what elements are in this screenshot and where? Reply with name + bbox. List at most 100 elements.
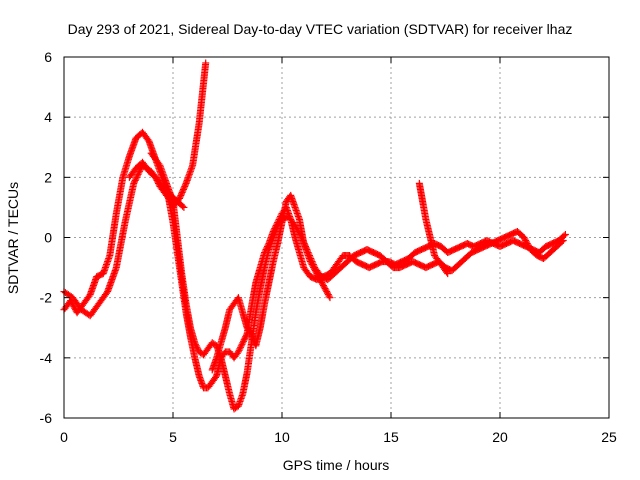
- data-point-track-e: [313, 270, 321, 278]
- data-point-track-c: [558, 238, 566, 246]
- data-point-track-a: [144, 136, 152, 144]
- data-point-track-c: [522, 238, 530, 246]
- data-point-track-a: [181, 181, 189, 189]
- x-tick-label: 20: [492, 429, 508, 445]
- data-point-track-e: [323, 288, 331, 296]
- y-tick-label: 6: [44, 49, 52, 65]
- data-point-track-e: [317, 277, 325, 285]
- data-point-track-c: [521, 235, 529, 243]
- data-point-track-b: [236, 345, 244, 353]
- data-point-track-a: [179, 185, 187, 193]
- data-point-track-b: [212, 373, 220, 381]
- data-point-track-b: [238, 340, 246, 348]
- data-point-track-c: [524, 241, 532, 249]
- data-point-track-b: [235, 346, 243, 354]
- data-point-track-e: [316, 276, 324, 284]
- data-point-track-e: [312, 268, 320, 276]
- data-point-track-c: [192, 342, 200, 350]
- data-point-track-e: [321, 285, 329, 293]
- data-point-track-c: [559, 237, 567, 245]
- data-point-track-e: [318, 279, 326, 287]
- y-tick-label: -2: [40, 290, 53, 306]
- data-point-track-c: [522, 237, 530, 245]
- data-point-track-e: [310, 264, 318, 272]
- data-point-track-e: [315, 274, 323, 282]
- y-tick-label: 0: [44, 230, 52, 246]
- data-point-track-a: [178, 188, 186, 196]
- data-point-track-d: [135, 169, 143, 177]
- axis-ticks: 0 5 10 15 20 25 -6 -4 -2 0 2 4 6: [40, 49, 617, 445]
- data-point-track-b: [240, 336, 248, 344]
- data-point-track-b: [237, 342, 245, 350]
- data-point-track-e: [246, 328, 254, 336]
- data-point-track-e: [322, 286, 330, 294]
- data-point-track-c: [192, 340, 200, 348]
- data-point-track-c: [191, 339, 199, 347]
- data-point-track-b: [242, 333, 250, 341]
- data-point-track-e: [320, 283, 328, 291]
- data-point-track-f: [443, 268, 451, 276]
- data-point-track-d: [130, 178, 138, 186]
- data-point-track-e: [326, 294, 334, 302]
- x-tick-label: 0: [60, 429, 68, 445]
- data-point-track-d: [103, 289, 111, 297]
- data-point-track-b: [237, 343, 245, 351]
- data-point-track-d: [133, 173, 141, 181]
- data-point-track-a: [202, 59, 210, 67]
- data-point-track-a: [85, 292, 93, 300]
- data-point-track-d: [134, 170, 142, 178]
- y-tick-label: -6: [40, 410, 53, 426]
- data-point-track-a: [177, 191, 185, 199]
- data-point-track-b: [561, 230, 569, 238]
- data-point-track-e: [309, 262, 317, 270]
- data-point-track-a: [178, 190, 186, 198]
- data-point-track-e: [324, 289, 332, 297]
- x-tick-label: 5: [169, 429, 177, 445]
- data-point-track-f: [444, 270, 452, 278]
- data-point-track-b: [239, 337, 247, 345]
- data-point-track-b: [234, 348, 242, 356]
- data-point-track-e: [319, 282, 327, 290]
- data-point-track-b: [560, 232, 568, 240]
- data-point-track-d: [133, 172, 141, 180]
- y-tick-label: 4: [44, 109, 52, 125]
- data-point-track-e: [315, 273, 323, 281]
- data-point-track-e: [306, 258, 314, 266]
- data-point-track-b: [239, 339, 247, 347]
- data-point-track-b: [241, 334, 249, 342]
- data-point-track-e: [324, 291, 332, 299]
- x-tick-label: 25: [601, 429, 617, 445]
- data-point-track-c: [523, 240, 531, 248]
- data-point-track-e: [314, 271, 322, 279]
- data-point-track-c: [194, 345, 202, 353]
- data-point-track-e: [325, 292, 333, 300]
- data-point-track-e: [307, 259, 315, 267]
- data-point-track-a: [176, 193, 184, 201]
- data-point-track-d: [131, 176, 139, 184]
- data-point-track-c: [193, 343, 201, 351]
- data-points: [60, 59, 569, 413]
- data-point-track-d: [179, 202, 187, 210]
- data-point-track-e: [310, 265, 318, 273]
- data-point-track-d: [130, 179, 138, 187]
- y-tick-label: -4: [40, 350, 53, 366]
- data-point-track-e: [311, 267, 319, 275]
- chart-title: Day 293 of 2021, Sidereal Day-to-day VTE…: [68, 21, 573, 37]
- data-point-track-c: [520, 234, 528, 241]
- data-point-track-d: [180, 203, 188, 211]
- data-point-track-d: [136, 167, 144, 175]
- x-tick-label: 15: [383, 429, 399, 445]
- data-point-track-e: [308, 261, 316, 269]
- y-axis-title: SDTVAR / TECUs: [5, 182, 21, 294]
- y-tick-label: 2: [44, 169, 52, 185]
- data-point-track-d: [132, 175, 140, 183]
- x-tick-label: 10: [274, 429, 290, 445]
- data-point-track-a: [180, 184, 188, 192]
- x-axis-title: GPS time / hours: [283, 457, 390, 473]
- data-point-track-e: [319, 280, 327, 288]
- data-point-track-a: [181, 182, 189, 190]
- data-point-track-d: [136, 166, 144, 174]
- data-point-track-c: [155, 160, 163, 168]
- data-point-track-a: [179, 187, 187, 195]
